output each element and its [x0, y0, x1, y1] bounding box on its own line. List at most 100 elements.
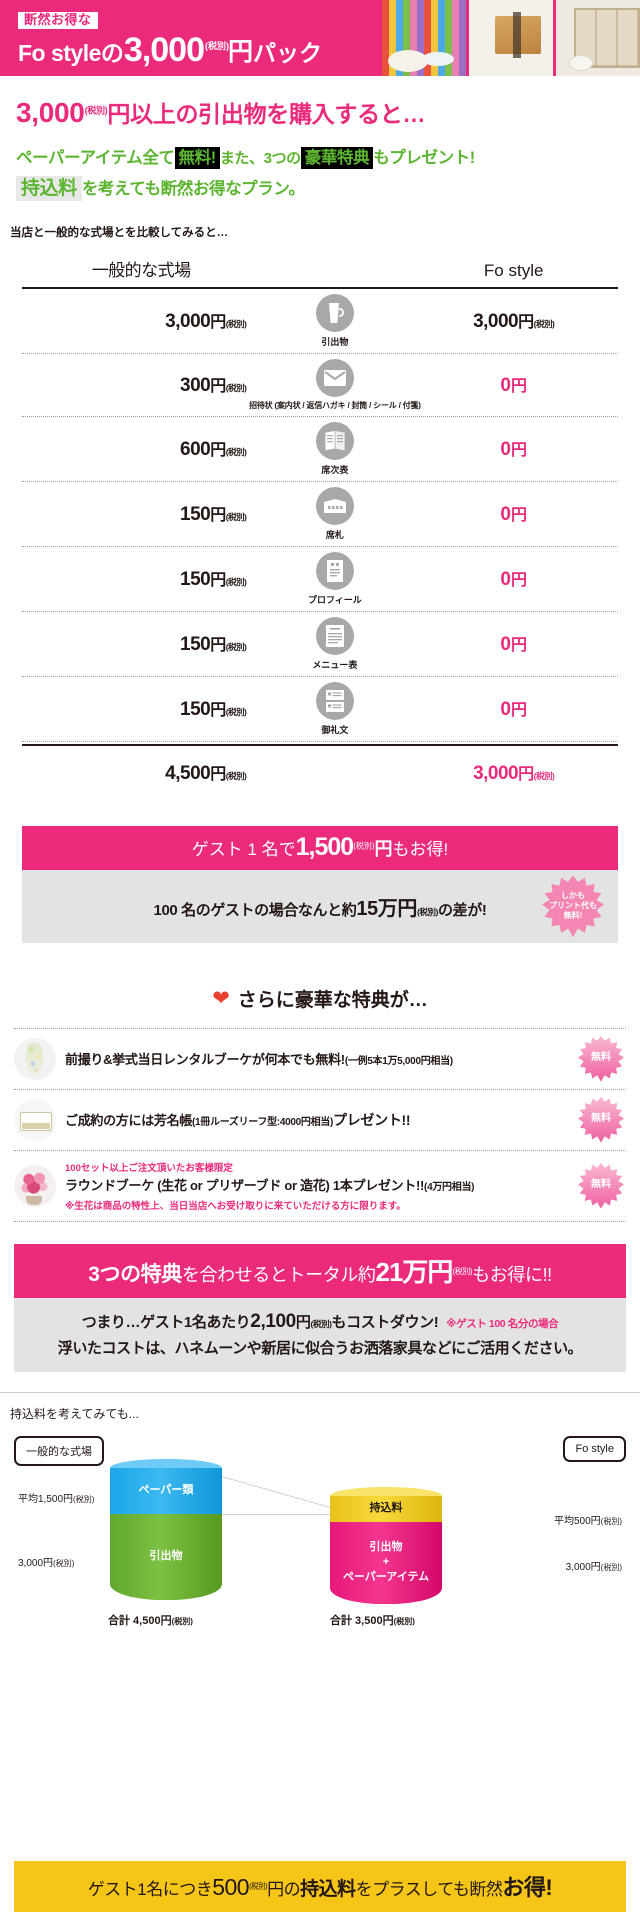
menu-card-icon	[315, 616, 354, 655]
total-bonus-amount: 21万円	[375, 1256, 454, 1287]
row-left-price: 150円(税別)	[22, 631, 260, 656]
row-icon-label: 席札	[325, 529, 344, 540]
chart-bar-carryfee: 持込料	[330, 1495, 442, 1522]
row-left-price: 150円(税別)	[22, 696, 260, 721]
row-left-yen: 円	[210, 572, 226, 590]
row-left-price: 150円(税別)	[22, 501, 260, 526]
chart-tag-left: 一般的な式場	[14, 1435, 104, 1466]
savings-detail-prefix: 100 名のゲストの場合なんと約	[153, 901, 357, 919]
annot-left-gift-text: 3,000円	[18, 1557, 54, 1569]
total-bonus-tax: (税別)	[452, 1266, 473, 1276]
row-left-tax: (税別)	[225, 447, 247, 458]
annot-right-carry-text: 平均500円	[553, 1515, 601, 1527]
lead-highlight-carryfee: 持込料	[16, 176, 82, 202]
row-right-yen: 円	[510, 378, 527, 396]
savings-detail-tax: (税別)	[416, 906, 439, 917]
bonus-body: ご成約の方には芳名帳(1冊ルーズリーフ型:4000円相当)プレゼント!!	[65, 1110, 626, 1130]
total-bonus-detail: つまり…ゲスト1名あたり2,100円(税別)もコストダウン! ※ゲスト 100 名…	[14, 1297, 626, 1372]
hero-copy: 断然お得な Fo style の 3,000 (税別) 円 パック	[0, 11, 322, 67]
giftpaper-l2: +	[382, 1556, 390, 1569]
giftpaper-l3: ペーパーアイテム	[342, 1571, 430, 1584]
footer-banner: ゲスト1名につき500(税別)円の持込料をプラスしても断然お得!	[14, 1861, 626, 1912]
total-left-amount: 4,500	[165, 763, 211, 785]
guestbook-photo	[14, 1098, 56, 1141]
cost-down-suffix: もコストダウン!	[331, 1313, 439, 1331]
list-item: ご成約の方には芳名帳(1冊ルーズリーフ型:4000円相当)プレゼント!! 無料	[14, 1090, 626, 1151]
bonus-main-text: ご成約の方には芳名帳(1冊ルーズリーフ型:4000円相当)プレゼント!!	[65, 1110, 574, 1130]
row-right-yen: 円	[510, 572, 527, 590]
total-right-tax: (税別)	[533, 771, 555, 782]
cost-down-note: ※ゲスト 100 名分の場合	[446, 1317, 559, 1330]
bonus-sub-3: (4万円相当)	[424, 1181, 475, 1193]
bonus-section-title: ❤ さらに豪華な特典が…	[0, 985, 640, 1012]
cost-down-yen: 円	[295, 1313, 311, 1331]
row-right-amount: 0	[500, 439, 511, 461]
row-left-tax: (税別)	[225, 577, 247, 588]
sum-right-tax: (税別)	[393, 1616, 415, 1626]
gift-box-photo	[469, 0, 553, 76]
list-item: 前撮り&挙式当日レンタルブーケが何本でも無料!(一例5本1万5,000円相当) …	[14, 1027, 626, 1090]
savings-detail-suffix: の差が!	[438, 901, 487, 919]
place-card-icon	[315, 486, 354, 525]
hero-particle: の	[100, 40, 124, 67]
row-left-price: 3,000円(税別)	[22, 308, 260, 333]
row-right-yen: 円	[510, 507, 527, 525]
heart-icon: ❤	[212, 986, 230, 1010]
row-right-price: 0円	[409, 566, 618, 591]
chart-bar-carryfee-label: 持込料	[369, 1502, 403, 1515]
bonus-main-1: 前撮り&挙式当日レンタルブーケが何本でも無料!	[65, 1052, 345, 1068]
total-left: 4,500円(税別)	[22, 760, 260, 785]
bonus-body: 100セット以上ご注文頂いたお客様限定 ラウンドブーケ (生花 or プリザーブ…	[65, 1160, 626, 1212]
row-left-yen: 円	[210, 702, 226, 720]
footer-strong-deal: お得!	[502, 1875, 553, 1900]
thankyou-card-icon	[315, 681, 354, 720]
row-right-price: 0円	[409, 501, 618, 526]
row-right-price: 0円	[409, 436, 618, 461]
bonus-sub-1: (一例5本1万5,000円相当)	[344, 1056, 453, 1068]
free-badge-label: 無料	[591, 1113, 611, 1125]
chart-segment-giftpaper: 引出物 + ペーパーアイテム	[330, 1521, 442, 1604]
annot-left-gift-tax: (税別)	[53, 1558, 75, 1568]
chart-annotation-left-gift: 3,000円(税別)	[18, 1554, 74, 1569]
row-left-price: 300円(税別)	[22, 372, 260, 397]
print-free-burst-text: しかも プリント代も 無料!	[549, 891, 597, 921]
row-icon-label: メニュー表	[312, 659, 358, 670]
mug-icon	[315, 293, 354, 332]
row-right-yen: 円	[510, 442, 527, 460]
compare-table: 一般的な式場 Fo style 3,000円(税別) 引出物 3,000円(税別…	[22, 256, 618, 800]
footer-particle: の	[283, 1880, 301, 1899]
savings-banner: ゲスト 1 名で1,500(税別)円もお得! 100 名のゲストの場合なんと約1…	[22, 825, 618, 943]
row-right-amount: 0	[500, 375, 511, 397]
compare-total-row: 4,500円(税別) 3,000円(税別)	[22, 743, 618, 800]
footer-strong-carryfee: 持込料	[300, 1879, 356, 1900]
row-left-yen: 円	[210, 507, 226, 525]
compare-header: 一般的な式場 Fo style	[22, 256, 618, 287]
print-free-burst-badge: しかも プリント代も 無料!	[542, 875, 604, 938]
table-row: 150円(税別) プロフィール 0円	[22, 547, 618, 612]
free-badge-label: 無料	[591, 1179, 611, 1191]
row-icon-cell: メニュー表	[260, 612, 409, 676]
row-right-price: 0円	[409, 631, 618, 656]
lead-amount: 3,000	[16, 97, 85, 128]
chart-cylinder-fostyle: 持込料 引出物 + ペーパーアイテム	[330, 1486, 442, 1604]
compare-intro: 当店と一般的な式場とを比較してみると…	[10, 226, 229, 239]
chart-area: 一般的な式場 Fo style ペーパー類 引出物	[0, 1432, 640, 1637]
free-badge: 無料	[578, 1162, 624, 1209]
row-left-tax: (税別)	[225, 642, 247, 653]
row-left-yen: 円	[210, 442, 226, 460]
table-row: 3,000円(税別) 引出物 3,000円(税別)	[22, 289, 618, 354]
hero-tax-note: (税別)	[205, 41, 230, 52]
row-left-amount: 150	[180, 504, 211, 526]
row-icon-cell: 御礼文	[260, 677, 409, 741]
total-right-amount: 3,000	[473, 763, 519, 785]
lead-sub-d: を考えても断然お得なプラン。	[81, 180, 305, 199]
row-icon-cell: 招待状 (案内状 / 返信ハガキ / 封筒 / シール / 付箋)	[249, 354, 421, 416]
lead-copy: 3,000(税別)円以上の引出物を購入すると… ペーパーアイテム全て 無料! また、…	[0, 76, 640, 210]
footer-tax: (税別)	[249, 1881, 268, 1891]
row-left-yen: 円	[210, 637, 226, 655]
table-row: 150円(税別) 席札 0円	[22, 482, 618, 547]
bonus-main-3: ラウンドブーケ (生花 or プリザーブド or 造花) 1本プレゼント!!	[65, 1177, 425, 1193]
lead-sub-b: また、3つの	[219, 149, 301, 167]
row-right-price: 0円	[409, 696, 618, 721]
row-left-yen: 円	[210, 314, 226, 332]
